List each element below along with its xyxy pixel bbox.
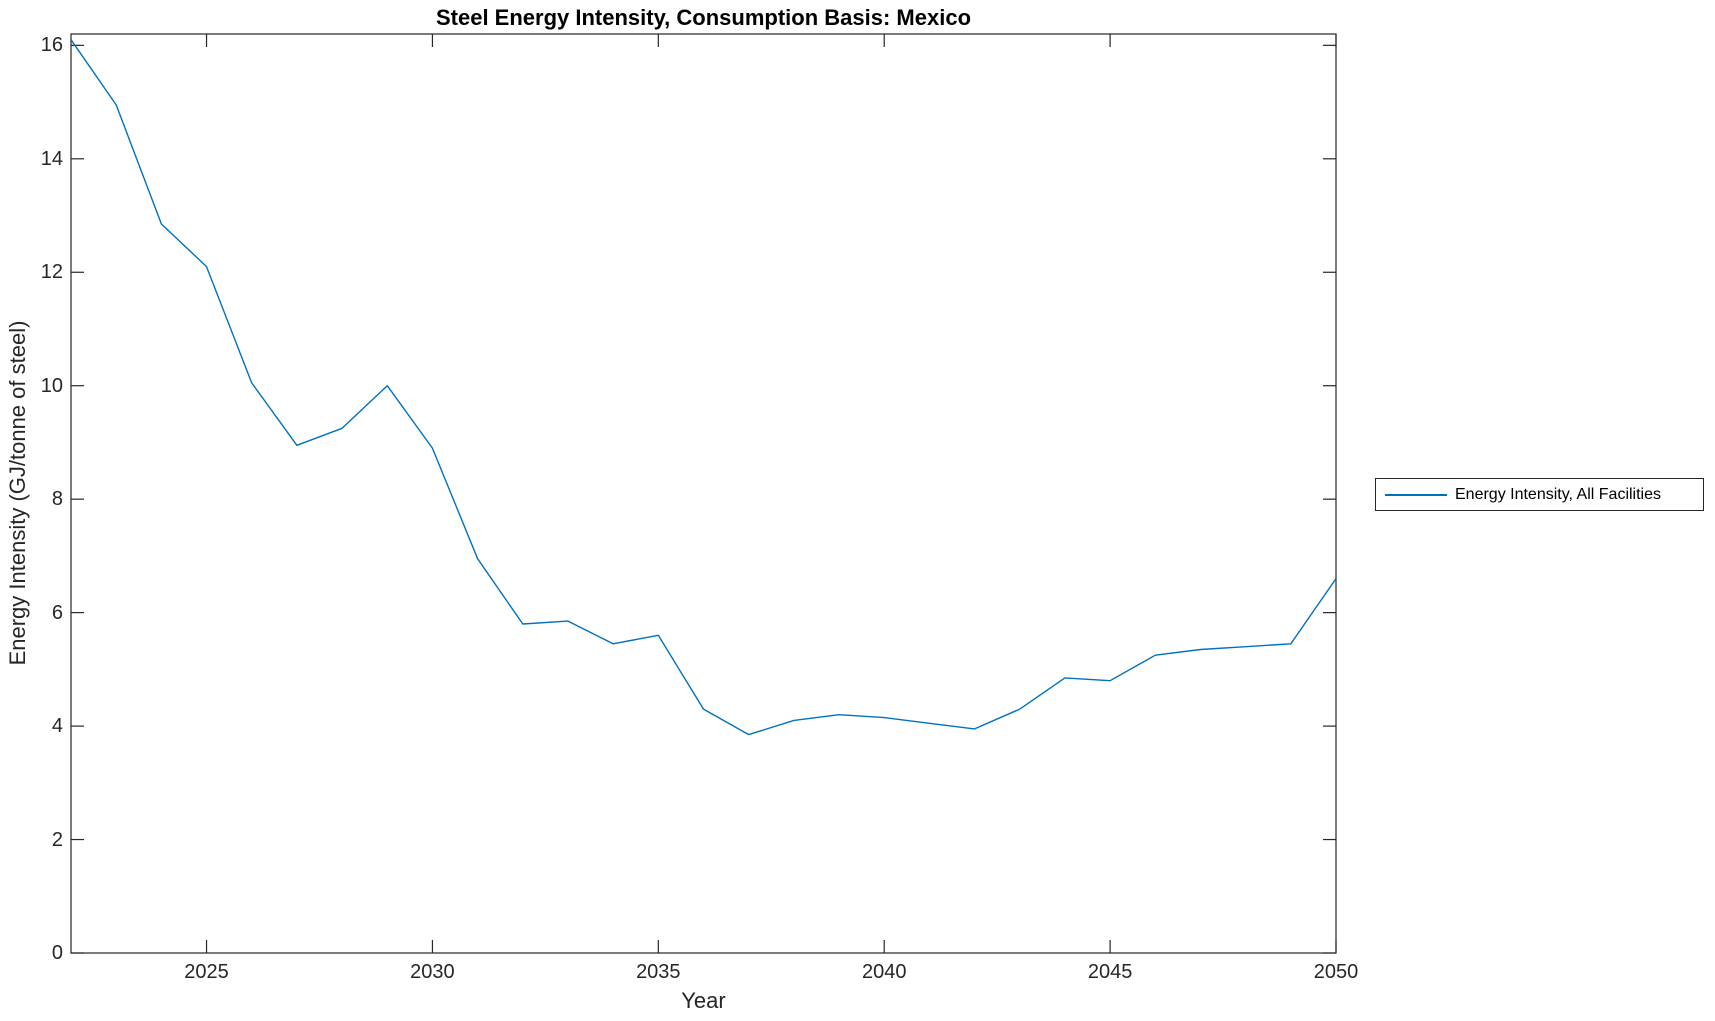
x-axis-label: Year — [681, 988, 726, 1013]
x-tick-label: 2035 — [636, 961, 681, 983]
x-tick-label: 2050 — [1313, 961, 1359, 983]
chart-title: Steel Energy Intensity, Consumption Basi… — [435, 5, 972, 30]
x-tick-label: 2030 — [410, 961, 455, 983]
y-tick-label: 14 — [40, 147, 63, 170]
y-tick-label: 8 — [51, 488, 63, 511]
legend-line-sample — [1385, 493, 1447, 496]
y-tick-label: 6 — [51, 601, 63, 624]
legend-entry-label: Energy Intensity, All Facilities — [1455, 485, 1662, 503]
x-tick-label: 2045 — [1087, 961, 1133, 983]
y-tick-label: 16 — [40, 34, 63, 57]
series-line-energy-intensity — [70, 39, 1337, 736]
y-tick-label: 10 — [40, 374, 63, 397]
x-tick-label: 2040 — [861, 961, 907, 983]
y-tick-label: 2 — [51, 828, 63, 851]
legend: Energy Intensity, All Facilities — [1375, 478, 1704, 511]
y-tick-label: 0 — [51, 942, 63, 964]
y-tick-label: 12 — [40, 261, 63, 284]
x-tick-label: 2025 — [184, 961, 229, 983]
y-tick-label: 4 — [51, 715, 63, 738]
axes-box — [70, 33, 1337, 954]
